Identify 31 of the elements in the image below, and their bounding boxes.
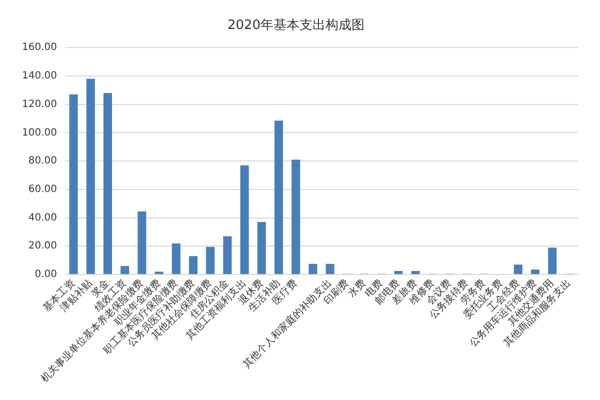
y-tick-label: 0.00	[34, 269, 57, 280]
bar	[240, 165, 249, 274]
bar	[514, 264, 522, 274]
bar	[411, 270, 420, 274]
y-tick-label: 140.00	[22, 70, 57, 82]
bar	[86, 78, 95, 274]
bar	[292, 160, 300, 274]
y-tick-label: 40.00	[28, 212, 57, 224]
bar	[530, 270, 540, 274]
y-tick-label: 60.00	[28, 184, 57, 196]
bar	[188, 256, 198, 274]
bar	[154, 272, 164, 274]
bar	[257, 222, 266, 274]
bar	[394, 270, 403, 274]
y-tick-label: 120.00	[22, 98, 57, 110]
y-tick-label: 160.00	[22, 42, 57, 54]
bar	[172, 243, 180, 274]
bar	[206, 246, 215, 274]
bar	[103, 92, 112, 274]
y-tick-label: 80.00	[28, 156, 57, 167]
chart-title: 2020年基本支出构成图	[227, 18, 365, 34]
bar	[69, 94, 78, 274]
bar	[274, 120, 284, 274]
bar	[308, 264, 318, 274]
bar	[138, 211, 146, 274]
bar	[548, 248, 557, 274]
bar	[120, 266, 130, 274]
bar	[223, 236, 232, 274]
y-tick-label: 20.00	[28, 240, 57, 252]
bar	[326, 264, 334, 274]
y-tick-label: 100.00	[22, 127, 57, 138]
